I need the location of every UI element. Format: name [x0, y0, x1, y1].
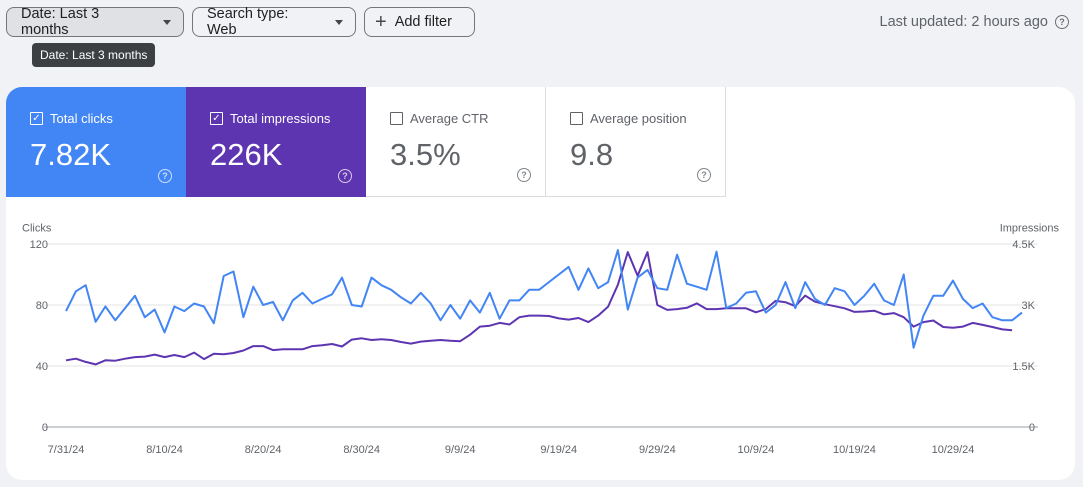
performance-chart[interactable]: Clicks Impressions 0 40 80 120 0 1.5K 3K 4.5K 7… [6, 87, 1075, 480]
x-tick-label: 9/19/24 [540, 444, 577, 456]
metric-header: Average position [570, 111, 687, 126]
x-tick-label: 9/29/24 [639, 444, 676, 456]
x-tick-label: 8/30/24 [343, 444, 380, 456]
left-axis-label: Clicks [22, 223, 52, 235]
date-filter-label: Date: Last 3 months [21, 6, 100, 38]
checkbox-unchecked-icon[interactable] [390, 112, 403, 125]
dropdown-arrow-icon [163, 19, 171, 25]
search-type-filter-chip[interactable]: Search type: Web [192, 6, 356, 38]
help-icon[interactable]: ? [158, 169, 172, 183]
x-tick-label: 8/20/24 [245, 444, 282, 456]
date-filter-chip[interactable]: Date: Last 3 months [6, 6, 184, 38]
right-axis-label: Impressions [1000, 223, 1060, 235]
right-tick-label: 1.5K [1012, 361, 1035, 373]
metric-header: ✓ Total impressions [210, 111, 330, 126]
metric-label: Average position [590, 111, 687, 126]
search-type-filter-label: Search type: Web [207, 6, 289, 38]
left-tick-label: 40 [36, 361, 48, 373]
dropdown-arrow-icon [335, 19, 343, 25]
x-tick-label: 9/9/24 [445, 444, 476, 456]
metric-card-total-impressions[interactable]: ✓ Total impressions 226K ? [186, 87, 366, 197]
metric-value: 226K [210, 137, 283, 172]
checkbox-checked-icon[interactable]: ✓ [210, 112, 223, 125]
metric-value: 7.82K [30, 137, 112, 172]
add-filter-label: Add filter [394, 14, 452, 30]
help-icon[interactable]: ? [517, 168, 531, 182]
right-tick-label: 0 [1029, 422, 1035, 434]
left-tick-label: 120 [30, 239, 48, 251]
metric-value: 9.8 [570, 137, 614, 172]
add-filter-button[interactable]: + Add filter [364, 7, 475, 37]
help-icon[interactable]: ? [1055, 15, 1069, 29]
date-tooltip: Date: Last 3 months [32, 43, 156, 67]
metric-value: 3.5% [390, 137, 461, 172]
left-tick-label: 80 [36, 300, 48, 312]
last-updated: Last updated: 2 hours ago ? [879, 14, 1069, 30]
x-tick-label: 10/9/24 [738, 444, 775, 456]
help-icon[interactable]: ? [697, 168, 711, 182]
metric-header: ✓ Total clicks [30, 111, 113, 126]
series-line-total-clicks [65, 249, 1023, 349]
plus-icon: + [375, 11, 387, 33]
metric-card-average-ctr[interactable]: Average CTR 3.5% ? [366, 87, 546, 197]
metric-header: Average CTR [390, 111, 489, 126]
performance-card: ✓ Total clicks 7.82K ? ✓ Total impressio… [6, 87, 1075, 480]
metric-card-total-clicks[interactable]: ✓ Total clicks 7.82K ? [6, 87, 186, 197]
checkbox-unchecked-icon[interactable] [570, 112, 583, 125]
x-tick-label: 10/19/24 [833, 444, 876, 456]
metric-card-average-position[interactable]: Average position 9.8 ? [546, 87, 726, 197]
help-icon[interactable]: ? [338, 169, 352, 183]
x-tick-label: 10/29/24 [932, 444, 975, 456]
right-tick-label: 3K [1022, 300, 1036, 312]
metric-label: Total clicks [50, 111, 113, 126]
last-updated-text: Last updated: 2 hours ago [879, 14, 1049, 30]
checkbox-checked-icon[interactable]: ✓ [30, 112, 43, 125]
metric-label: Total impressions [230, 111, 331, 126]
x-tick-label: 8/10/24 [146, 444, 183, 456]
filter-toolbar: Date: Last 3 months Search type: Web + A… [0, 0, 1083, 48]
series-line-total-impressions [65, 251, 1013, 366]
metric-label: Average CTR [410, 111, 489, 126]
x-tick-label: 7/31/24 [48, 444, 85, 456]
right-tick-label: 4.5K [1012, 239, 1035, 251]
left-tick-label: 0 [42, 422, 48, 434]
